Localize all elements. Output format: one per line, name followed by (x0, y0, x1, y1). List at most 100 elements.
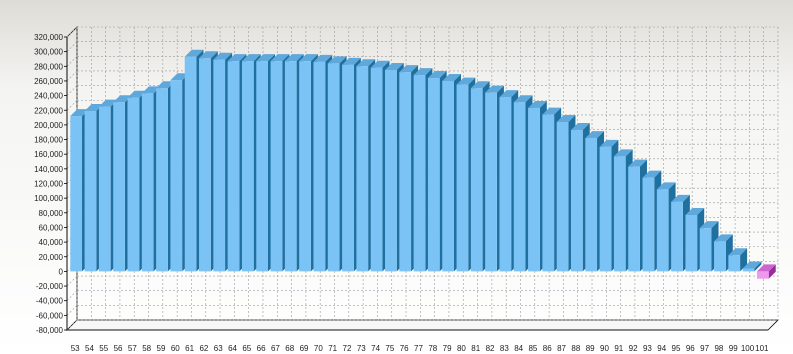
x-tick-label: 72 (343, 344, 352, 353)
bar-front (156, 88, 168, 272)
bar-top (728, 248, 748, 256)
y-tick-label: 100,000 (34, 194, 63, 203)
y-tick-label: 20,000 (39, 253, 64, 262)
x-tick-label: 86 (543, 344, 552, 353)
y-tick-label: 60,000 (39, 223, 64, 232)
bar-front (241, 61, 254, 272)
bar-top (84, 103, 104, 111)
bar-top (699, 221, 719, 229)
x-tick-label: 87 (557, 344, 566, 353)
x-tick-label: 101 (755, 344, 769, 353)
floor (66, 319, 779, 331)
bar-front (613, 156, 626, 272)
bar-front (213, 59, 226, 272)
bar-top (656, 182, 676, 190)
bar-top (370, 60, 390, 68)
x-tick-label: 55 (99, 344, 108, 353)
bar-top (413, 68, 433, 76)
bar-front (685, 214, 698, 272)
bar-top (199, 51, 218, 59)
y-tick-label: 280,000 (34, 62, 63, 71)
x-tick-label: 68 (285, 344, 294, 353)
x-tick-label: 89 (586, 344, 595, 353)
bar-front (699, 228, 712, 272)
bar-top (585, 131, 605, 139)
bar-front (127, 97, 140, 272)
bar (742, 261, 762, 272)
bar-front (542, 114, 555, 272)
bar-top (385, 62, 404, 70)
x-tick-label: 61 (185, 344, 194, 353)
bar-front (485, 92, 497, 272)
y-axis: -80,000 -60,000 -40,000 -20,000 0 20,000 40,00… (34, 33, 68, 335)
bar-front (270, 61, 283, 272)
bar-top (442, 73, 461, 81)
bar-top (356, 59, 376, 67)
x-tick-label: 92 (629, 344, 638, 353)
bar-front (442, 80, 454, 272)
x-tick-label: 75 (385, 344, 394, 353)
bar-front (356, 66, 369, 272)
y-tick-label: 40,000 (39, 238, 64, 247)
bar-top (170, 73, 190, 81)
x-tick-label: 80 (457, 344, 466, 353)
bar-front (642, 177, 655, 272)
y-tick-label: 120,000 (34, 180, 63, 189)
x-tick-label: 71 (328, 344, 337, 353)
bar-side (768, 264, 776, 279)
y-tick-label: 160,000 (34, 150, 63, 159)
bar-front (98, 106, 111, 272)
bar-top (241, 54, 261, 62)
bar-top (542, 107, 562, 115)
bar-top (256, 54, 275, 62)
bar-front (528, 108, 540, 272)
y-tick-label: -40,000 (36, 297, 64, 306)
x-tick-label: 85 (528, 344, 537, 353)
bar-top (227, 54, 247, 62)
bar-front (170, 80, 183, 272)
bar-front (184, 56, 197, 272)
y-tick-label: 180,000 (34, 136, 63, 145)
x-tick-label: 63 (214, 344, 223, 353)
x-tick-label: 64 (228, 344, 237, 353)
bar-front (456, 84, 469, 272)
bar-front (656, 189, 669, 272)
bar-front (585, 138, 598, 272)
x-tick-label: 66 (257, 344, 266, 353)
x-tick-label: 58 (142, 344, 151, 353)
bar-front (342, 64, 354, 272)
y-tick-label: 220,000 (34, 106, 63, 115)
bar-front (141, 93, 154, 272)
x-tick-label: 82 (486, 344, 495, 353)
x-tick-label: 67 (271, 344, 280, 353)
x-tick-label: 69 (300, 344, 309, 353)
x-tick-label: 90 (600, 344, 609, 353)
x-tick-label: 81 (471, 344, 480, 353)
bar-side (754, 261, 762, 272)
bar-front (714, 241, 726, 272)
bar-front (599, 146, 612, 272)
x-tick-label: 59 (157, 344, 166, 353)
bar-top (714, 234, 733, 242)
x-tick-label: 97 (700, 344, 709, 353)
x-tick-label: 79 (443, 344, 452, 353)
y-tick-label: -80,000 (36, 326, 64, 335)
x-tick-label: 99 (729, 344, 738, 353)
bar-top (571, 123, 590, 131)
x-tick-label: 77 (414, 344, 423, 353)
bar-top (456, 77, 476, 85)
y-tick-label: 260,000 (34, 77, 63, 86)
bar-top (756, 264, 776, 272)
bar-front (370, 67, 383, 272)
x-tick-label: 57 (128, 344, 137, 353)
bar-front (199, 58, 211, 272)
x-tick-label: 84 (514, 344, 523, 353)
bar-top (399, 65, 419, 73)
x-tick-label: 95 (672, 344, 681, 353)
x-tick-label: 93 (643, 344, 652, 353)
bar-front (84, 110, 97, 272)
bar-front (671, 201, 683, 272)
bar-side (740, 248, 748, 272)
x-tick-label: 60 (171, 344, 180, 353)
bar-front (499, 97, 512, 272)
